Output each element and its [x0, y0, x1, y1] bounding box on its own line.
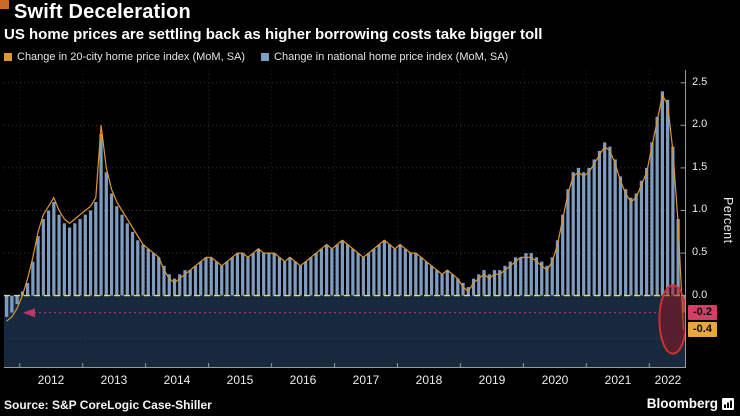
source-note: Source: S&P CoreLogic Case-Shiller — [4, 398, 212, 412]
x-axis-year-label: 2021 — [604, 373, 632, 387]
legend-item-20-city: Change in 20-city home price index (MoM,… — [4, 51, 245, 63]
x-axis-year-label: 2014 — [163, 373, 191, 387]
legend-item-national: Change in national home price index (MoM… — [261, 51, 508, 63]
price-index-chart — [4, 70, 688, 368]
bloomberg-logo: Bloomberg — [647, 396, 734, 411]
x-axis-year-label: 2012 — [37, 373, 65, 387]
y-axis-tick-label: 2.5 — [692, 76, 708, 88]
x-axis-year-label: 2016 — [289, 373, 317, 387]
y-axis-title: Percent — [721, 196, 735, 244]
x-axis-year-label: 2022 — [654, 373, 682, 387]
x-axis-year-label: 2019 — [478, 373, 506, 387]
x-axis-year-label: 2015 — [226, 373, 254, 387]
legend-swatch-20-city-icon — [4, 53, 12, 61]
x-axis-year-label: 2017 — [352, 373, 380, 387]
y-axis-tick-label: 0.5 — [692, 246, 708, 258]
terminal-corner-marker — [0, 0, 9, 9]
y-axis-tick-label: 1.0 — [692, 203, 708, 215]
x-axis-year-label: 2018 — [415, 373, 443, 387]
chart-plot-area — [4, 70, 688, 368]
end-value-label: -0.2 — [688, 305, 717, 320]
legend-label-20-city: Change in 20-city home price index (MoM,… — [17, 51, 246, 63]
bloomberg-wordmark: Bloomberg — [646, 396, 718, 411]
end-value-label: -0.4 — [688, 322, 717, 337]
y-axis-tick-label: 2.0 — [692, 118, 708, 130]
y-axis-tick-label: 0.0 — [692, 289, 708, 301]
bloomberg-chart-glyph-icon — [722, 397, 734, 410]
chart-subtitle: US home prices are settling back as high… — [4, 26, 543, 43]
legend-label-national: Change in national home price index (MoM… — [274, 51, 509, 63]
chart-legend: Change in 20-city home price index (MoM,… — [4, 51, 508, 63]
y-axis-tick-label: 1.5 — [692, 161, 708, 173]
page-title: Swift Deceleration — [14, 1, 191, 23]
x-axis-year-label: 2013 — [100, 373, 128, 387]
legend-swatch-national-icon — [261, 53, 270, 61]
x-axis-year-label: 2020 — [541, 373, 569, 387]
